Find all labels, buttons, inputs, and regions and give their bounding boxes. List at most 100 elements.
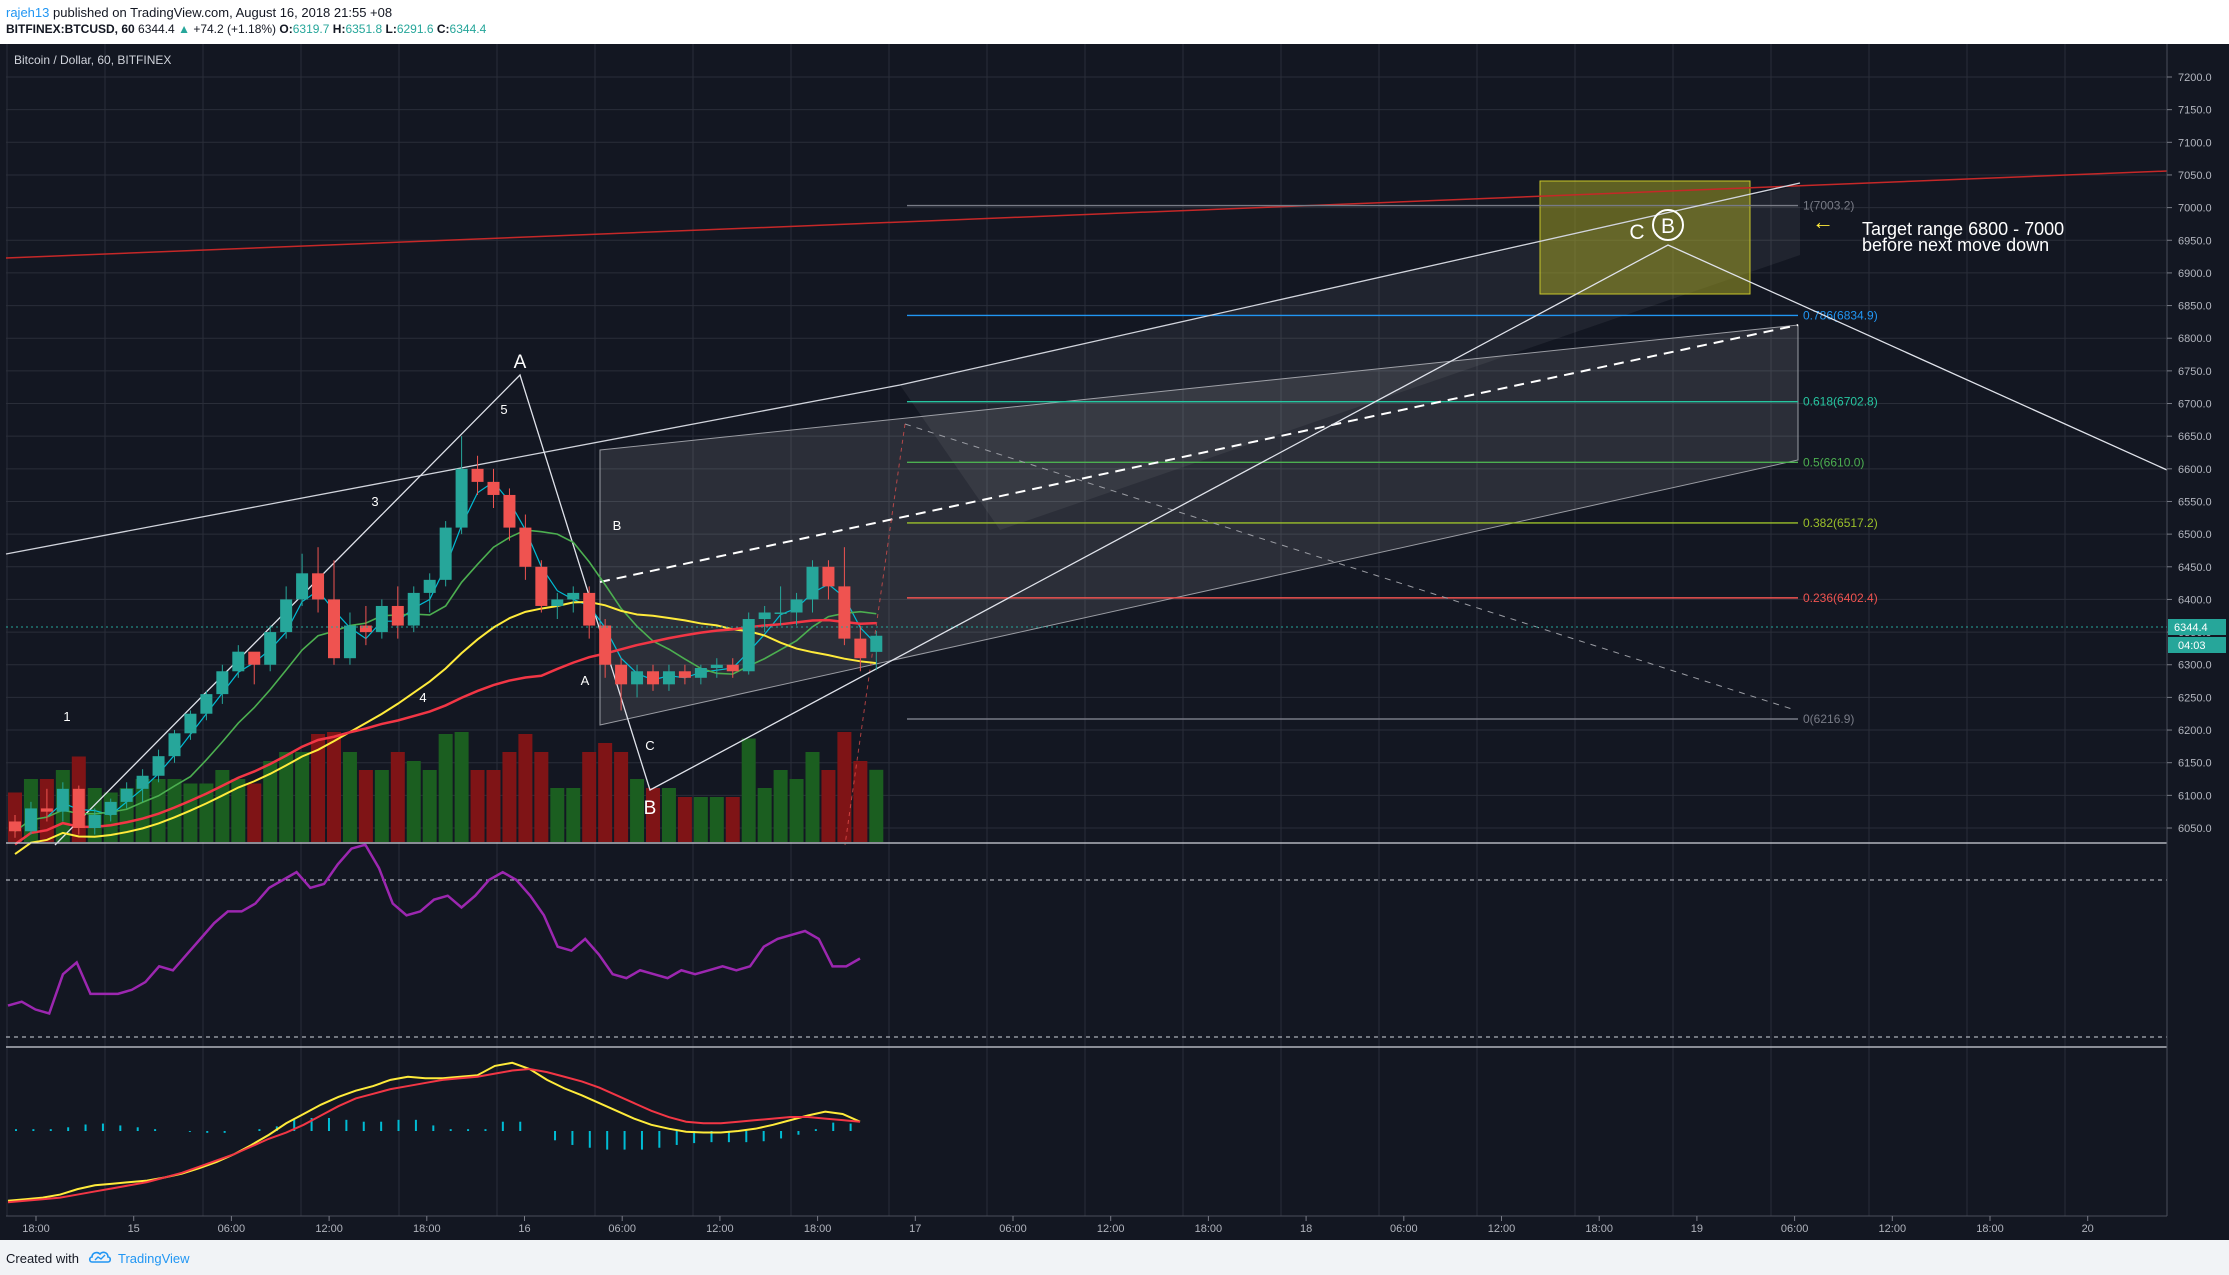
candle-body bbox=[503, 494, 516, 528]
volume-bar bbox=[582, 752, 597, 842]
fib-label: 0.786(6834.9) bbox=[1803, 308, 1878, 322]
volume-bar bbox=[151, 779, 166, 842]
candle-body bbox=[120, 788, 133, 802]
volume-bar bbox=[773, 770, 788, 842]
candle-body bbox=[216, 671, 229, 695]
wave-label-1: 1 bbox=[63, 709, 70, 724]
price-tick-label: 6400.0 bbox=[2178, 594, 2212, 606]
candle-body bbox=[694, 668, 707, 678]
candle-body bbox=[631, 671, 644, 685]
time-tick-label: 06:00 bbox=[1781, 1223, 1809, 1235]
publish-line: rajeh13 published on TradingView.com, Au… bbox=[6, 5, 392, 20]
volume-bar bbox=[869, 769, 884, 842]
symbol-line: BITFINEX:BTCUSD, 60 6344.4 ▲ +74.2 (+1.1… bbox=[6, 22, 486, 36]
candle-body bbox=[726, 664, 739, 672]
candle-body bbox=[455, 468, 468, 528]
volume-bar bbox=[757, 788, 772, 842]
candle-body bbox=[168, 733, 181, 757]
price-tick-label: 6050.0 bbox=[2178, 823, 2212, 835]
upper-trendline-extension bbox=[899, 182, 1801, 386]
candle-body bbox=[854, 638, 867, 659]
time-tick-label: 18:00 bbox=[413, 1223, 441, 1235]
wave-label-small-A: A bbox=[581, 673, 590, 688]
candle-body bbox=[248, 651, 261, 665]
wave-label-5: 5 bbox=[500, 402, 507, 417]
wave-label-small-C: C bbox=[645, 738, 654, 753]
close-value: 6344.4 bbox=[449, 22, 487, 36]
volume-bar bbox=[630, 779, 645, 842]
candle-body bbox=[822, 566, 835, 587]
volume-bar bbox=[486, 770, 501, 842]
volume-bar bbox=[199, 783, 214, 842]
time-tick-label: 18:00 bbox=[804, 1223, 832, 1235]
price-tick-label: 7000.0 bbox=[2178, 203, 2212, 215]
target-label-C: C bbox=[1629, 221, 1644, 244]
candle-body bbox=[232, 651, 245, 672]
candle-body bbox=[662, 671, 675, 685]
volume-bar bbox=[342, 752, 357, 842]
candle-body bbox=[264, 632, 277, 665]
fib-label: 1(7003.2) bbox=[1803, 199, 1854, 213]
candle-body bbox=[104, 801, 117, 815]
time-tick-label: 06:00 bbox=[999, 1223, 1027, 1235]
time-tick-label: 20 bbox=[2082, 1223, 2094, 1235]
volume-bar bbox=[295, 752, 310, 842]
volume-bar bbox=[390, 752, 405, 842]
candle-body bbox=[471, 468, 484, 482]
candle-body bbox=[647, 671, 659, 685]
rsi-line bbox=[7, 843, 861, 1015]
volume-bar bbox=[566, 788, 581, 842]
price-tick-label: 7050.0 bbox=[2178, 170, 2212, 182]
last-price: 6344.4 bbox=[138, 22, 175, 36]
chart-svg[interactable]: 1(7003.2) 0.786(6834.9) 0.618(6702.8) 0.5(6… bbox=[0, 44, 2229, 1240]
wave-label-small-B: B bbox=[613, 518, 622, 533]
volume-bar bbox=[614, 752, 629, 842]
time-tick-label: 15 bbox=[128, 1223, 140, 1235]
fib-label: 0(6216.9) bbox=[1803, 712, 1854, 726]
price-tick-label: 6150.0 bbox=[2178, 758, 2212, 770]
low-label: L: bbox=[385, 22, 397, 36]
candle-body bbox=[567, 592, 580, 600]
price-badge-text: 6344.4 bbox=[2174, 622, 2208, 634]
time-axis-labels: 18:00 15 06:00 12:00 18:00 16 06:00 12:00 18:00 1… bbox=[22, 1216, 2094, 1235]
price-tick-label: 6450.0 bbox=[2178, 562, 2212, 574]
volume-bar bbox=[438, 734, 453, 842]
candle-body bbox=[439, 527, 452, 580]
candle-body bbox=[615, 664, 628, 685]
candle-body bbox=[312, 573, 325, 600]
symbol[interactable]: BITFINEX:BTCUSD, 60 bbox=[6, 22, 135, 36]
volume-bar bbox=[789, 779, 804, 842]
volume-bar bbox=[215, 770, 230, 842]
time-tick-label: 12:00 bbox=[315, 1223, 343, 1235]
author-link[interactable]: rajeh13 bbox=[6, 5, 50, 20]
candle-body bbox=[599, 625, 612, 665]
volume-bar bbox=[406, 761, 421, 842]
price-tick-label: 6650.0 bbox=[2178, 431, 2212, 443]
volume-bar bbox=[470, 770, 485, 842]
volume-bar bbox=[167, 779, 182, 842]
footer: Created with TradingView bbox=[0, 1240, 2229, 1275]
macd-signal-line bbox=[7, 1067, 861, 1204]
volume-bar bbox=[374, 770, 389, 842]
tradingview-link[interactable]: TradingView bbox=[118, 1251, 190, 1266]
high-value: 6351.8 bbox=[345, 22, 383, 36]
volume-bar bbox=[550, 788, 565, 842]
volume-bar bbox=[709, 797, 724, 842]
candle-body bbox=[519, 527, 532, 567]
tradingview-cloud-icon[interactable] bbox=[88, 1248, 112, 1266]
time-tick-label: 06:00 bbox=[608, 1223, 636, 1235]
candle-body bbox=[678, 671, 691, 678]
arrow-left-icon: ← bbox=[1812, 209, 1834, 234]
candles bbox=[9, 436, 883, 838]
close-label: C: bbox=[436, 22, 450, 36]
volume-bar bbox=[263, 761, 278, 842]
wave-label-A-top: A bbox=[514, 352, 527, 373]
high-label: H: bbox=[332, 22, 346, 36]
time-tick-label: 12:00 bbox=[1488, 1223, 1516, 1235]
fib-label: 0.236(6402.4) bbox=[1803, 591, 1878, 605]
wave-label-B-bottom: B bbox=[644, 798, 657, 819]
chart-frame[interactable]: 1(7003.2) 0.786(6834.9) 0.618(6702.8) 0.5(6… bbox=[0, 44, 2229, 1240]
volume-bar bbox=[534, 752, 549, 842]
time-axis[interactable] bbox=[6, 1216, 2229, 1240]
time-tick-label: 19 bbox=[1691, 1223, 1703, 1235]
